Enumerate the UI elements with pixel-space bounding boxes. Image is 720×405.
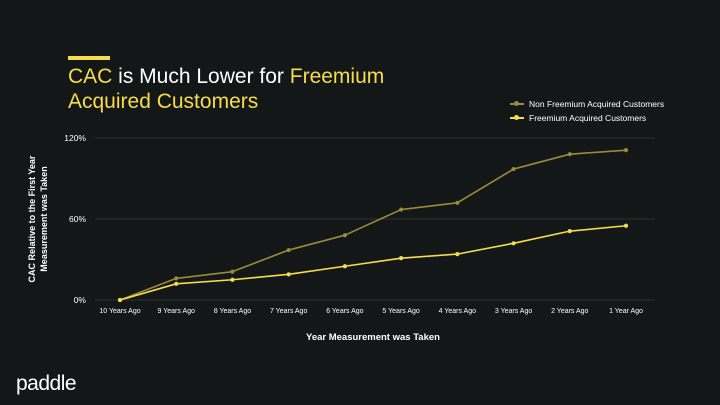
data-point-non-freemium [455,200,460,205]
y-axis-title-line-1: CAC Relative to the First Year [27,155,37,282]
y-tick-label: 60% [69,214,86,224]
series-line-non-freemium [119,149,627,301]
x-tick-label: 5 Years Ago [382,308,419,315]
legend-label-freemium: Freemium Acquired Customers [529,113,647,123]
title-highlight-cac: CAC [68,65,113,88]
data-point-freemium [455,252,460,257]
data-point-non-freemium [567,152,572,157]
legend-item-freemium: Freemium Acquired Customers [510,111,664,125]
data-point-freemium [286,272,291,277]
chart-legend: Non Freemium Acquired Customers Freemium… [510,97,664,125]
data-point-freemium [117,297,123,303]
data-point-non-freemium [399,207,404,212]
paddle-logo: paddle [16,372,77,395]
y-axis-title: CAC Relative to the First Year Measuremen… [27,155,49,282]
x-tick-label: 8 Years Ago [214,308,251,315]
data-point-freemium [567,229,572,234]
title-highlight-freemium: Freemium Acquired Customers [68,65,385,113]
data-point-non-freemium [174,276,179,281]
data-point-freemium [342,264,347,269]
data-point-non-freemium [342,233,347,238]
legend-item-non-freemium: Non Freemium Acquired Customers [510,97,664,111]
y-tick-label: 120% [64,133,86,143]
data-point-non-freemium [623,148,629,153]
title-middle-text: is Much Lower for [112,65,290,88]
x-tick-label: 6 Years Ago [326,308,363,315]
legend-swatch-freemium [510,115,524,120]
data-point-non-freemium [230,269,235,274]
x-tick-label: 7 Years Ago [270,308,307,315]
y-axis-title-line-2: Measurement was Taken [39,166,49,271]
x-tick-label: 9 Years Ago [158,308,195,315]
x-tick-label: 3 Years Ago [495,308,532,315]
title-accent-bar [68,56,110,60]
legend-swatch-non-freemium [510,101,524,106]
x-tick-label: 10 Years Ago [99,308,140,315]
data-point-freemium [511,241,516,246]
data-point-non-freemium [511,166,516,172]
data-point-freemium [399,256,404,261]
y-tick-label: 0% [74,295,87,305]
x-axis-title: Year Measurement was Taken [306,332,440,343]
x-tick-label: 4 Years Ago [439,308,476,315]
series-line-freemium [119,224,627,301]
x-tick-label: 2 Years Ago [551,308,588,315]
page-title: CAC is Much Lower for Freemium Acquired … [68,64,468,114]
data-point-freemium [230,277,235,282]
legend-label-non-freemium: Non Freemium Acquired Customers [529,99,665,109]
data-point-non-freemium [286,247,291,253]
x-tick-label: 1 Year Ago [609,308,643,315]
data-point-freemium [623,223,629,228]
data-point-freemium [174,281,179,286]
